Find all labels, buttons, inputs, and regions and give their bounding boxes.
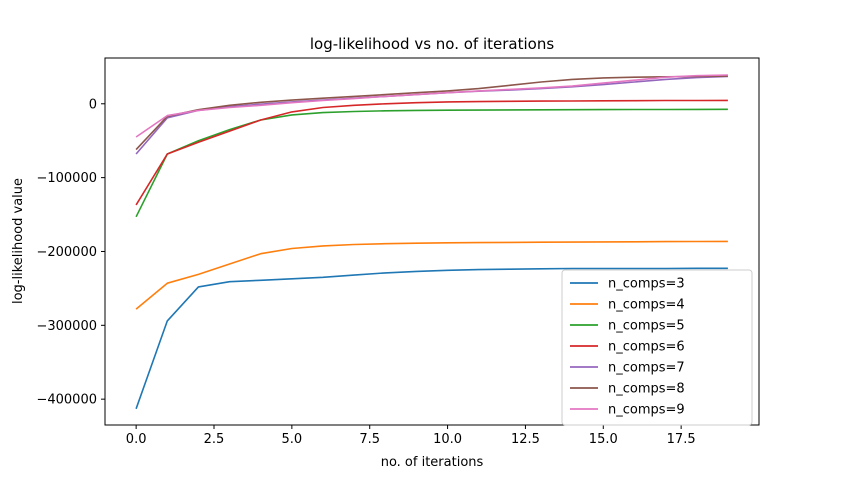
legend-entry: n_comps=5 [608, 319, 685, 334]
legend-entry: n_comps=7 [608, 361, 685, 376]
series-line-2 [135, 240, 728, 310]
series-line-7 [135, 74, 728, 138]
plot-area [104, 57, 760, 426]
y-tick-label: 0 [89, 97, 97, 112]
series-line-1 [135, 267, 728, 410]
legend-entry: n_comps=8 [608, 382, 685, 397]
legend-entry: n_comps=3 [608, 277, 685, 292]
x-tick-label: 10.0 [433, 432, 462, 447]
x-tick-label: 5.0 [282, 432, 303, 447]
series-line-3 [135, 108, 728, 218]
x-tick-label: 0.0 [126, 432, 147, 447]
y-tick-label: −200000 [36, 245, 97, 260]
series-layer [135, 74, 728, 410]
legend-box [561, 269, 753, 426]
x-tick-label: 7.5 [359, 432, 380, 447]
x-tick-label: 15.0 [589, 432, 618, 447]
y-tick-label: −300000 [36, 319, 97, 334]
legend: n_comps=3 n_comps=4 n_comps=5 n_comps=6 n_co… [561, 269, 753, 426]
series-line-4 [135, 99, 728, 206]
x-tick-label: 12.5 [511, 432, 540, 447]
chart-title: log-likelihood vs no. of iterations [310, 35, 554, 53]
x-tick-label: 17.5 [667, 432, 696, 447]
x-axis-label: no. of iterations [381, 455, 484, 470]
y-tick-label: −100000 [36, 171, 97, 186]
y-tick-label: −400000 [36, 393, 97, 408]
x-axis: 0.0 2.5 5.0 7.5 10.0 12.5 15.0 17.5 [126, 425, 696, 447]
legend-entry: n_comps=9 [608, 403, 685, 418]
y-axis: 0 −100000 −200000 −300000 −400000 [36, 97, 105, 408]
legend-entry: n_comps=6 [608, 340, 685, 355]
legend-entry: n_comps=4 [608, 298, 685, 313]
series-line-6 [135, 75, 728, 151]
x-tick-label: 2.5 [204, 432, 225, 447]
y-axis-label: log-likelihood value [11, 178, 26, 304]
series-line-5 [135, 75, 728, 155]
